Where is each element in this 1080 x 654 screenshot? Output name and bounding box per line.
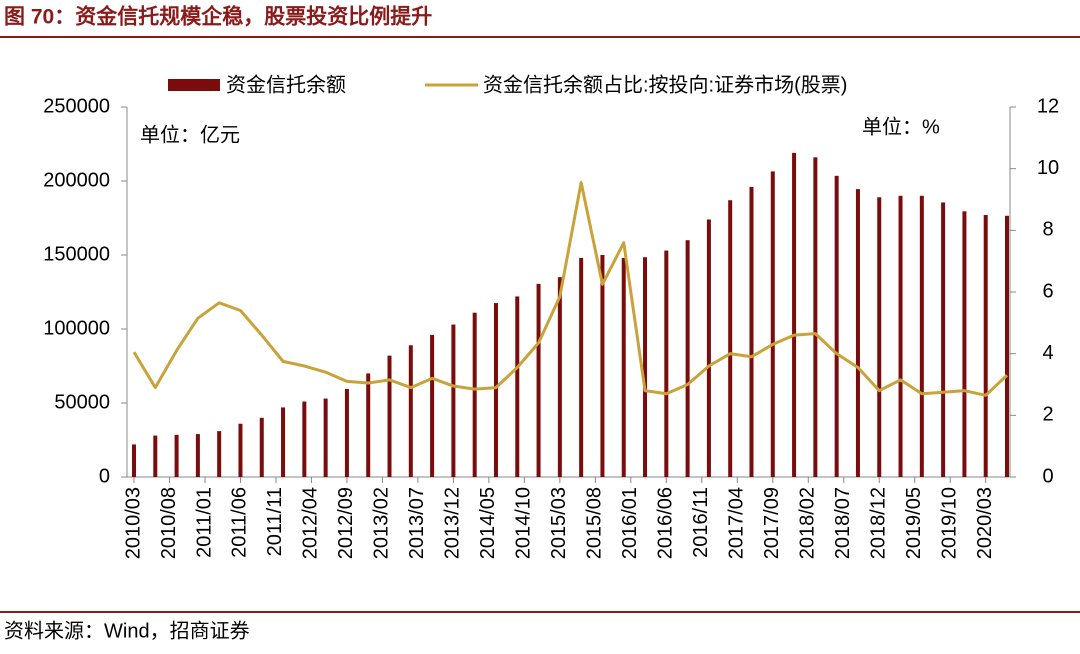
x-tick-label: 2012/09 — [335, 487, 357, 559]
y2-tick-label: 10 — [1037, 157, 1059, 179]
y-tick-label: 200000 — [43, 169, 110, 191]
bar — [174, 434, 179, 477]
y2-tick-label: 6 — [1042, 280, 1053, 302]
bar — [685, 240, 690, 477]
bar — [600, 255, 605, 477]
bar — [323, 398, 328, 477]
legend-label: 资金信托余额占比:按投向:证券市场(股票) — [483, 73, 847, 96]
bar — [515, 296, 520, 477]
bar — [366, 373, 371, 477]
x-tick-label: 2013/12 — [442, 487, 464, 559]
bar — [749, 186, 754, 478]
bar — [643, 257, 648, 477]
bar — [408, 345, 413, 477]
bar — [813, 157, 818, 477]
x-tick-label: 2020/03 — [974, 487, 996, 559]
bar — [792, 152, 797, 477]
bar — [472, 312, 477, 477]
bar — [919, 195, 924, 478]
bar — [941, 202, 946, 477]
title-rule — [0, 36, 1080, 38]
bar — [898, 195, 903, 478]
bar — [153, 435, 158, 477]
x-tick-label: 2016/06 — [655, 487, 677, 559]
source-rule — [0, 611, 1080, 613]
bar — [664, 250, 669, 477]
legend-label: 资金信托余额 — [226, 73, 346, 96]
y-tick-label: 150000 — [43, 243, 110, 265]
bar — [557, 277, 562, 477]
x-tick-label: 2010/03 — [122, 487, 144, 559]
bar — [983, 215, 988, 478]
x-tick-label: 2011/11 — [264, 487, 286, 556]
chart-title: 图 70：资金信托规模企稳，股票投资比例提升 — [4, 5, 432, 29]
y2-tick-label: 4 — [1042, 342, 1053, 364]
bar — [877, 197, 882, 477]
x-tick-label: 2019/10 — [939, 487, 961, 559]
y2-unit: 单位：% — [862, 115, 940, 138]
y2-tick-label: 8 — [1042, 219, 1053, 241]
x-tick-label: 2018/02 — [797, 487, 819, 559]
bar — [430, 334, 435, 477]
bar — [217, 431, 222, 477]
x-tick-label: 2012/04 — [300, 487, 322, 559]
y2-tick-label: 0 — [1042, 465, 1053, 487]
y-tick-label: 250000 — [43, 95, 110, 117]
x-tick-label: 2013/07 — [406, 487, 428, 559]
x-tick-label: 2016/11 — [690, 487, 712, 558]
source: 资料来源：Wind，招商证券 — [4, 619, 250, 642]
x-tick-label: 2014/10 — [513, 487, 535, 559]
y-tick-label: 100000 — [43, 317, 110, 339]
x-tick-label: 2019/05 — [903, 487, 925, 559]
bar — [728, 200, 733, 478]
x-tick-label: 2010/08 — [158, 487, 180, 559]
bar — [132, 444, 136, 477]
x-tick-label: 2015/03 — [548, 487, 570, 559]
y2-tick-label: 12 — [1037, 95, 1059, 117]
x-tick-label: 2013/02 — [371, 487, 393, 559]
x-tick-label: 2018/12 — [868, 487, 890, 559]
y-tick-label: 50000 — [54, 391, 110, 413]
legend-swatch — [168, 79, 220, 91]
bar — [302, 401, 307, 477]
bar — [387, 355, 392, 477]
bar — [536, 283, 541, 477]
x-tick-label: 2018/07 — [832, 487, 854, 559]
y2-tick-label: 2 — [1042, 404, 1053, 426]
bar — [493, 303, 498, 477]
bar — [344, 388, 349, 477]
x-tick-label: 2011/01 — [193, 487, 215, 558]
x-tick-label: 2014/05 — [477, 487, 499, 559]
x-tick-label: 2011/06 — [229, 487, 251, 558]
bar — [855, 189, 860, 477]
bar — [834, 175, 839, 477]
x-tick-label: 2017/09 — [761, 487, 783, 559]
bar — [281, 407, 286, 477]
bar — [579, 257, 584, 477]
bar — [195, 434, 200, 477]
bar — [451, 324, 456, 477]
bar — [770, 171, 775, 477]
bar — [962, 211, 967, 477]
y-unit: 单位：亿元 — [140, 123, 240, 146]
bar — [621, 257, 626, 477]
x-tick-label: 2017/04 — [726, 487, 748, 559]
bar — [1005, 215, 1009, 477]
bar — [706, 219, 711, 478]
y-tick-label: 0 — [99, 465, 110, 487]
x-tick-label: 2015/08 — [584, 487, 606, 559]
bar — [259, 417, 264, 477]
bar — [238, 423, 243, 477]
x-tick-label: 2016/01 — [619, 487, 641, 559]
line — [132, 181, 1009, 397]
